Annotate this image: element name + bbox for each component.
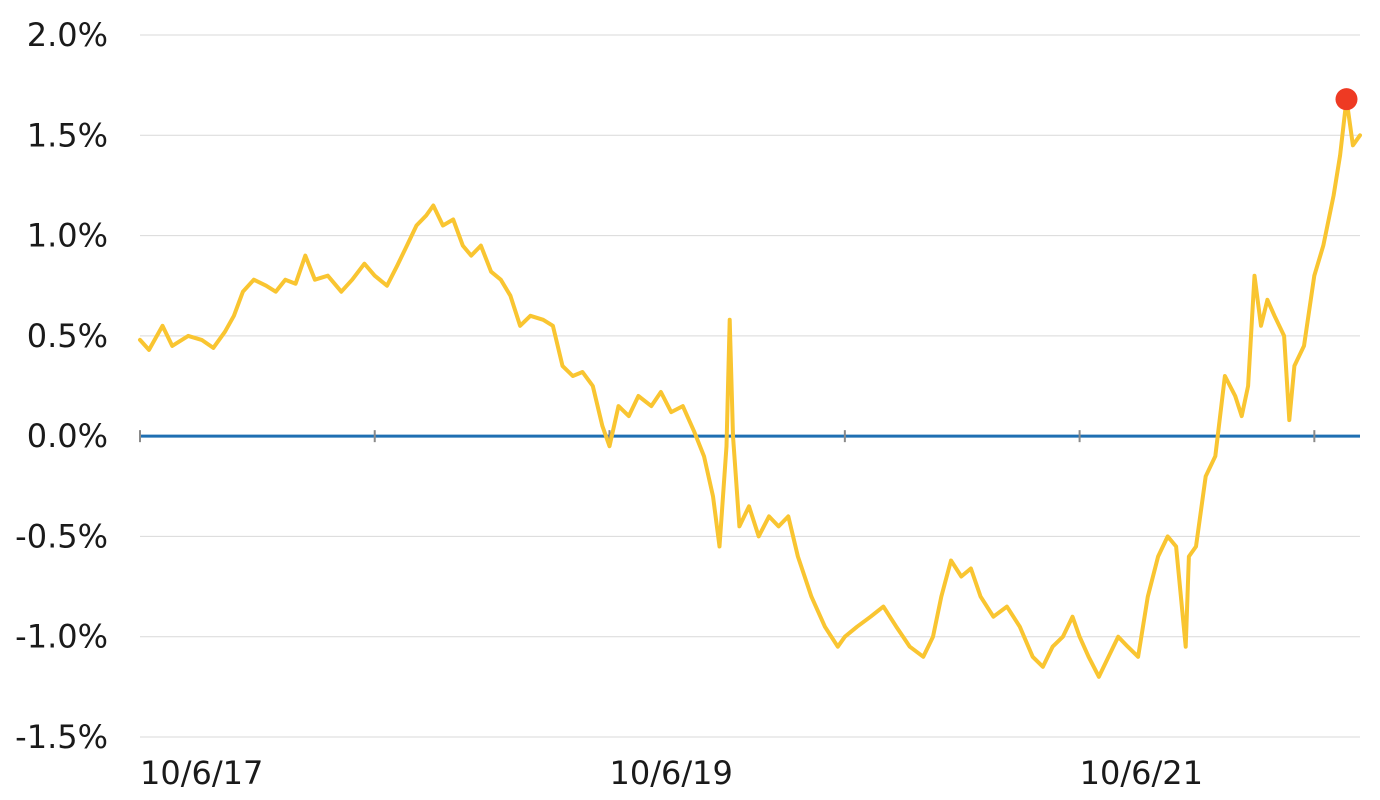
y-tick-label: -0.5% (15, 517, 108, 555)
y-tick-label: -1.0% (15, 618, 108, 656)
series-line (138, 97, 1362, 679)
series-group (138, 97, 1362, 679)
y-tick-label: 1.5% (27, 116, 108, 154)
y-axis-labels: 2.0% 1.5% 1.0% 0.5% 0.0% -0.5% -1.0% -1.5% (15, 16, 108, 756)
x-tick-label: 10/6/17 (140, 754, 263, 792)
marker-group (1335, 88, 1358, 111)
x-axis-labels: 10/6/17 10/6/19 10/6/21 (140, 754, 1203, 792)
y-tick-label: 2.0% (27, 16, 108, 54)
y-tick-label: 1.0% (27, 217, 108, 255)
y-tick-label: 0.0% (27, 417, 108, 455)
x-tick-label: 10/6/19 (609, 754, 732, 792)
zero-axis (139, 430, 1360, 443)
y-tick-label: -1.5% (15, 718, 108, 756)
latest-point-marker (1335, 88, 1358, 111)
y-tick-label: 0.5% (27, 317, 108, 355)
x-tick-label: 10/6/21 (1080, 754, 1203, 792)
gridlines (140, 34, 1360, 738)
